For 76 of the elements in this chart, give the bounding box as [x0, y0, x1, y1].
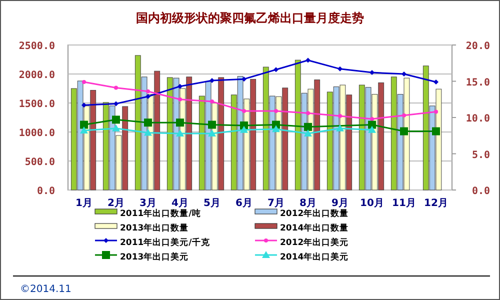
point	[82, 80, 86, 84]
legend-label: 2013年出口数量	[120, 222, 189, 234]
y-tick-label: 500.0	[24, 157, 55, 168]
point	[338, 66, 342, 72]
point	[112, 116, 120, 124]
x-tick-label: 10月	[360, 198, 384, 209]
legend-label: 2012年出口数量	[280, 208, 349, 219]
point	[402, 113, 406, 118]
point	[146, 94, 150, 99]
point	[210, 100, 214, 104]
x-tick-label: 6月	[236, 198, 252, 209]
point	[434, 79, 438, 84]
point	[144, 118, 152, 127]
y-tick-label: 2000.0	[18, 70, 55, 81]
y2-tick-label: 0.0	[472, 186, 490, 197]
legend-label: 2013年出口美元	[120, 252, 189, 262]
point	[274, 67, 278, 72]
y2-tick-label: 20.0	[466, 41, 490, 52]
point	[82, 102, 86, 108]
x-tick-label: 3月	[140, 198, 156, 209]
x-tick-label: 9月	[332, 198, 348, 209]
y2-tick-label: 10.0	[466, 114, 490, 124]
point	[368, 126, 376, 133]
y2-tick-label: 15.0	[466, 77, 490, 88]
point	[176, 129, 184, 136]
point	[306, 111, 310, 116]
x-tick-label: 12月	[424, 198, 448, 209]
x-tick-label: 1月	[76, 198, 92, 209]
x-tick-label: 7月	[268, 198, 284, 209]
x-tick-label: 11月	[392, 198, 416, 209]
point	[304, 129, 312, 136]
point	[242, 76, 246, 82]
point	[114, 101, 118, 106]
point	[368, 120, 376, 129]
x-tick-label: 4月	[172, 198, 188, 209]
point	[80, 120, 88, 129]
point	[112, 124, 120, 132]
point	[304, 122, 312, 131]
point	[80, 126, 88, 134]
legend-label: 2014年出口数量	[280, 222, 349, 234]
legend-label: 2011年出口美元/千克	[120, 237, 211, 248]
chart-title: 国内初级形状的聚四氟乙烯出口量月度走势	[136, 11, 364, 25]
point	[370, 116, 374, 121]
point	[208, 129, 216, 136]
legend-label: 2011年出口数量/吨	[120, 208, 201, 219]
point	[306, 58, 310, 63]
point	[274, 108, 278, 113]
point	[432, 127, 440, 136]
point	[210, 78, 214, 84]
point	[114, 86, 118, 90]
legend-label: 2012年出口美元	[280, 237, 349, 248]
point	[336, 124, 344, 132]
point	[400, 127, 408, 136]
y-tick-label: 1500.0	[18, 99, 55, 110]
point	[370, 70, 374, 76]
point	[402, 72, 406, 76]
y2-tick-label: 5.0	[472, 150, 490, 161]
y-tick-label: 0.0	[36, 186, 55, 197]
point	[146, 89, 150, 94]
point	[434, 110, 438, 114]
point	[242, 108, 246, 113]
point	[176, 118, 184, 127]
point	[272, 125, 280, 132]
point	[178, 84, 182, 89]
point	[338, 114, 342, 118]
point	[240, 126, 248, 133]
y-tick-label: 1000.0	[18, 128, 55, 139]
point	[208, 120, 216, 129]
x-tick-label: 5月	[204, 198, 220, 209]
x-tick-label: 8月	[300, 198, 316, 209]
y-tick-label: 2500.0	[18, 41, 55, 52]
point	[144, 128, 152, 136]
x-tick-label: 2月	[108, 198, 124, 209]
text: ©2014.11	[20, 284, 72, 295]
legend-label: 2014年出口美元	[280, 252, 349, 262]
point	[178, 97, 182, 102]
